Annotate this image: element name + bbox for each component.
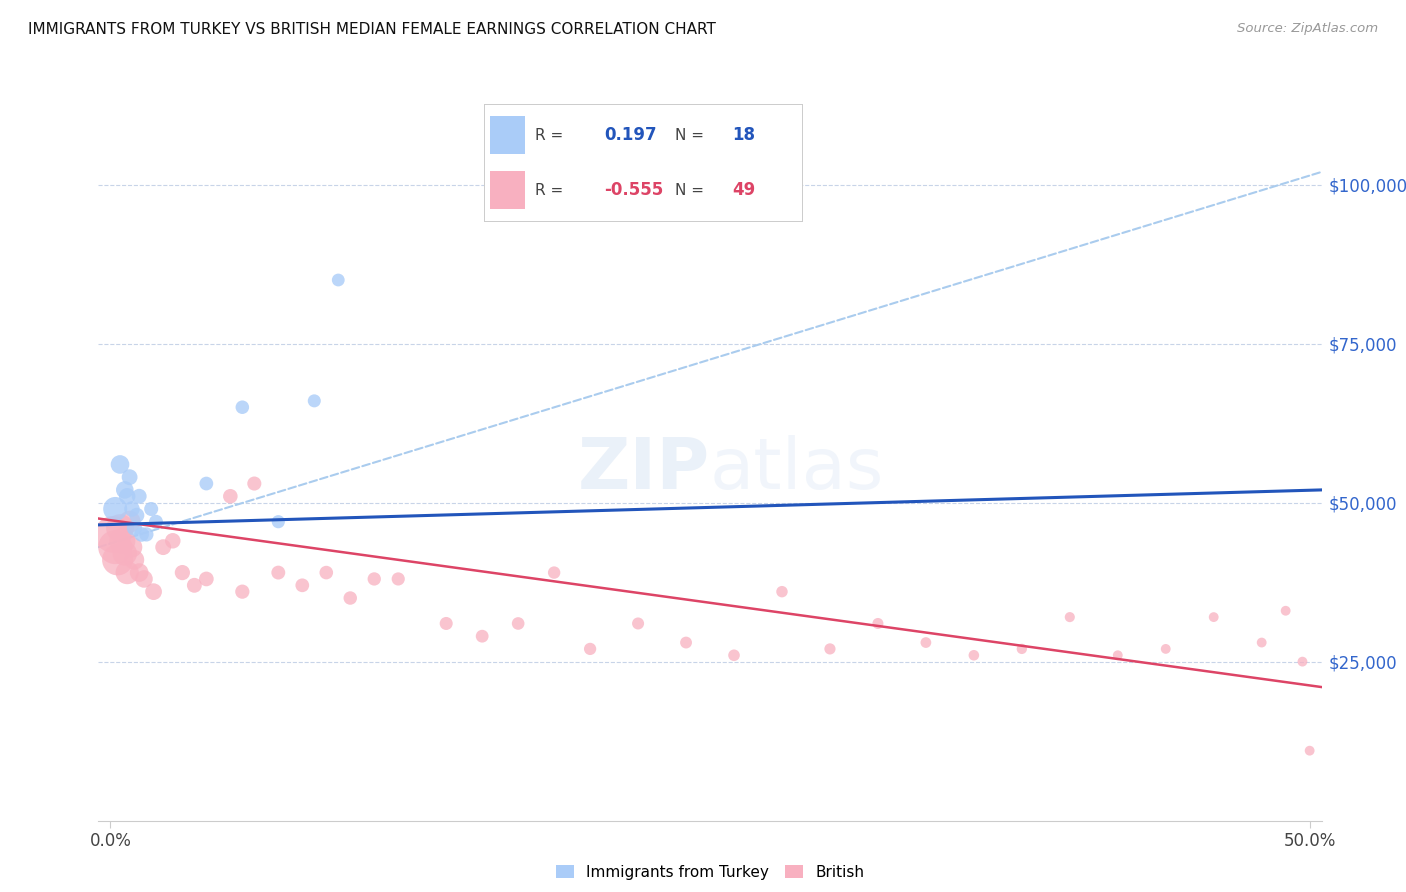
Text: atlas: atlas [710,435,884,504]
Point [267,566,290,580]
Point [195,572,218,586]
Point [434,616,457,631]
Point [162,533,184,548]
Point [1250,635,1272,649]
Point [195,476,218,491]
Point [963,648,986,663]
Point [145,515,167,529]
Point [107,553,129,567]
Point [135,527,157,541]
Point [114,547,136,561]
Point [1059,610,1081,624]
Point [304,393,326,408]
Text: IMMIGRANTS FROM TURKEY VS BRITISH MEDIAN FEMALE EARNINGS CORRELATION CHART: IMMIGRANTS FROM TURKEY VS BRITISH MEDIAN… [28,22,716,37]
Point [172,566,194,580]
Text: ZIP: ZIP [578,435,710,504]
Point [124,521,146,535]
Point [243,476,266,491]
Point [128,489,150,503]
Point [219,489,242,503]
Point [101,527,124,541]
Point [115,566,138,580]
Point [104,540,127,554]
Point [579,641,602,656]
Point [1107,648,1129,663]
Point [1274,604,1296,618]
Point [141,502,163,516]
Legend: Immigrants from Turkey, British: Immigrants from Turkey, British [550,859,870,886]
Point [125,508,148,523]
Point [183,578,205,592]
Point [231,584,253,599]
Point [152,540,174,554]
Point [108,458,131,472]
Point [111,533,134,548]
Point [363,572,385,586]
Point [543,566,565,580]
Point [339,591,361,605]
Point [231,401,253,415]
Point [124,553,146,567]
Point [114,483,136,497]
Point [1298,744,1320,758]
Point [627,616,650,631]
Point [131,527,153,541]
Point [132,572,155,586]
Point [108,521,131,535]
Point [866,616,889,631]
Point [915,635,938,649]
Point [1154,641,1177,656]
Point [118,515,141,529]
Point [770,584,793,599]
Point [1202,610,1225,624]
Point [267,515,290,529]
Point [315,566,337,580]
Point [508,616,530,631]
Point [818,641,841,656]
Point [121,502,143,516]
Point [387,572,409,586]
Point [328,273,350,287]
Point [1291,655,1313,669]
Point [291,578,314,592]
Point [115,489,138,503]
Text: Source: ZipAtlas.com: Source: ZipAtlas.com [1237,22,1378,36]
Point [121,540,143,554]
Point [142,584,165,599]
Point [104,502,127,516]
Point [128,566,150,580]
Point [675,635,697,649]
Point [118,470,141,484]
Point [1011,641,1033,656]
Point [723,648,745,663]
Point [471,629,494,643]
